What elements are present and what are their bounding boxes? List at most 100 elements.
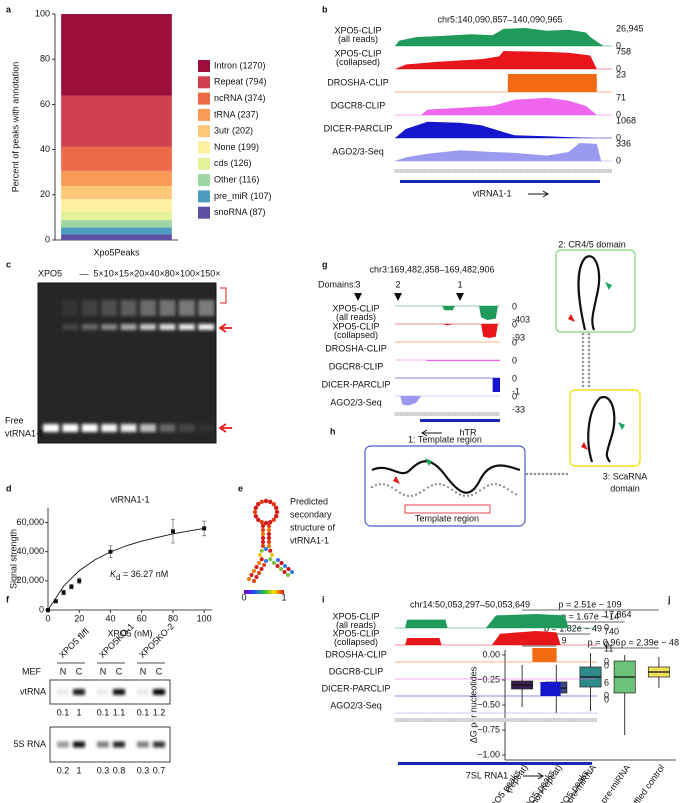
nucleotide — [271, 502, 276, 507]
y-tick-label: 0.00 — [482, 649, 500, 659]
track-scale: 336 — [616, 138, 631, 148]
coverage — [395, 28, 604, 46]
nucleotide — [260, 527, 266, 533]
nucleotide — [422, 488, 426, 492]
nucleotide — [257, 561, 261, 565]
y-tick-label: 0 — [39, 604, 44, 614]
nucleotide — [264, 559, 268, 563]
nucleotide — [274, 509, 280, 515]
panel-letter: e — [238, 483, 243, 493]
gel-smear — [178, 300, 195, 316]
track-scale: 11 — [604, 643, 613, 653]
nucleotide — [260, 531, 266, 537]
bar-segment — [61, 234, 172, 240]
nucleotide — [561, 472, 565, 476]
nucleotide — [410, 494, 414, 497]
nucleotide — [565, 472, 569, 476]
nucleotide — [490, 483, 494, 486]
nucleotide — [581, 352, 585, 356]
coverage — [442, 306, 455, 311]
track-label: DROSHA-CLIP — [327, 77, 389, 87]
legend-swatch — [198, 206, 210, 219]
gel-smear — [159, 300, 176, 316]
bar-segment — [61, 227, 172, 235]
track-scale: -403 — [512, 314, 530, 324]
comparison-label: p = 1.82e − 49 — [544, 623, 602, 633]
track-scale: 740 — [604, 626, 619, 636]
nucleotide — [252, 569, 256, 573]
data-point — [77, 578, 82, 583]
gel-band — [140, 424, 156, 432]
quantification: 0.3 — [97, 765, 110, 775]
nucleotide — [438, 483, 442, 486]
coverage — [395, 143, 602, 161]
nucleotide — [478, 489, 482, 492]
quantification: 1.1 — [113, 707, 126, 717]
track-label: AGO2/3-Seq — [330, 700, 382, 710]
track-label: XPO5-CLIP — [334, 48, 381, 58]
nucleotide — [587, 384, 591, 388]
nucleotide — [587, 364, 591, 368]
nucleotide — [587, 356, 591, 360]
panel-letter: i — [322, 594, 325, 604]
track-scale: 0 — [616, 109, 621, 119]
nucleotide — [587, 352, 591, 356]
region-title: 2: CR4/5 domain — [558, 239, 626, 249]
nucleotide — [264, 547, 268, 551]
nucleotide — [581, 384, 585, 388]
gel-smear — [198, 300, 215, 316]
ruler — [395, 718, 597, 722]
x-tick-label: 20 — [74, 613, 84, 623]
track-scale: 23 — [616, 69, 626, 79]
nucleotide — [581, 348, 585, 352]
fraction-label: C — [76, 666, 83, 676]
domain-number: 2 — [395, 279, 400, 289]
nucleotide — [266, 531, 272, 537]
legend-swatch — [198, 190, 210, 203]
nucleotide — [282, 570, 287, 574]
track-label: XPO5-CLIP — [332, 628, 379, 638]
track-scale: 0 — [512, 301, 517, 311]
caption: structure of — [290, 522, 336, 532]
nucleotide — [259, 567, 264, 571]
nucleotide — [260, 539, 266, 545]
y-tick-label: 40,000 — [16, 546, 44, 556]
ruler — [395, 412, 500, 416]
track-scale: 17,864 — [604, 609, 632, 619]
nucleotide — [382, 483, 386, 486]
y-tick-label: 60 — [40, 99, 50, 109]
track-label: AGO2/3-Seq — [330, 397, 382, 407]
blot-band — [153, 689, 165, 695]
domains-label: Domains: — [318, 279, 356, 289]
bar-segment — [61, 220, 172, 228]
nucleotide — [260, 523, 266, 529]
nucleotide — [581, 380, 585, 384]
nucleotide — [557, 472, 561, 476]
bracket — [220, 287, 227, 304]
track-scale: 6 — [604, 677, 609, 687]
track-label: (collapsed) — [336, 57, 380, 67]
nucleotide — [434, 483, 438, 486]
x-tick-label: 60 — [137, 613, 147, 623]
nucleotide — [414, 493, 418, 496]
nucleotide — [266, 527, 272, 533]
nucleotide — [581, 356, 585, 360]
y-axis-label: Percent of peaks with annotation — [10, 62, 20, 193]
site-marker — [605, 282, 612, 290]
rna-path — [371, 460, 521, 494]
x-tick-label: (non-repeat) — [527, 763, 564, 803]
nucleotide — [273, 505, 279, 510]
lane-label: XPO5 fl/fl — [57, 626, 91, 660]
legend-swatch — [198, 76, 210, 89]
coverage — [540, 682, 561, 696]
site-marker — [568, 314, 575, 322]
nucleotide — [533, 472, 537, 476]
nucleotide — [394, 489, 398, 492]
gel-smear — [140, 300, 156, 316]
nucleotide — [581, 360, 585, 364]
gel-band — [120, 424, 137, 432]
nucleotide — [581, 368, 585, 372]
gel-band — [62, 324, 79, 330]
nucleotide — [581, 344, 585, 348]
nucleotide — [581, 376, 585, 380]
